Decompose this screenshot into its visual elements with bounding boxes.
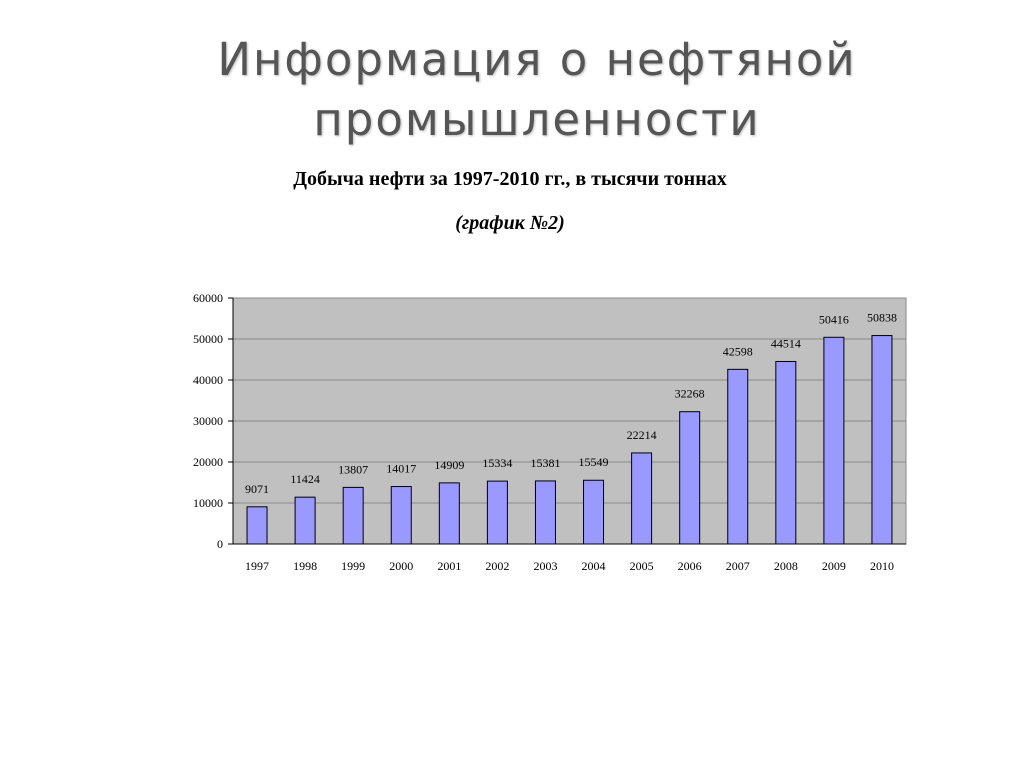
data-label: 14017	[386, 462, 416, 476]
bar	[583, 479, 605, 545]
bar	[679, 411, 701, 545]
slide-title: Информация о нефтяной промышленности	[0, 30, 1024, 150]
x-tick-label: 2010	[870, 559, 894, 573]
y-tick-label: 0	[217, 537, 223, 551]
bar	[823, 336, 845, 545]
x-tick-label: 2004	[582, 559, 606, 573]
y-tick-label: 50000	[193, 332, 223, 346]
data-label: 22214	[627, 428, 657, 442]
data-label: 32268	[675, 387, 705, 401]
bar	[534, 480, 556, 545]
x-tick-label: 1998	[293, 559, 317, 573]
y-tick-label: 10000	[193, 496, 223, 510]
x-tick-label: 1997	[245, 559, 269, 573]
x-tick-label: 2000	[389, 559, 413, 573]
data-label: 44514	[771, 336, 801, 350]
x-tick-label: 2009	[822, 559, 846, 573]
bar	[246, 506, 268, 545]
data-label: 50416	[819, 312, 849, 326]
x-tick-label: 2002	[485, 559, 509, 573]
data-label: 50838	[867, 311, 897, 325]
bar	[390, 486, 412, 545]
y-tick-label: 30000	[193, 414, 223, 428]
y-tick-label: 20000	[193, 455, 223, 469]
x-tick-label: 2005	[630, 559, 654, 573]
bar	[871, 335, 893, 545]
y-tick-label: 40000	[193, 373, 223, 387]
x-tick-label: 2001	[437, 559, 461, 573]
x-tick-label: 2006	[678, 559, 702, 573]
bar	[294, 496, 316, 545]
y-tick-label: 60000	[193, 291, 223, 305]
bar	[438, 482, 460, 545]
data-label: 42598	[723, 344, 753, 358]
slide-title-line-1: Информация о нефтяной	[217, 33, 857, 86]
data-label: 15334	[482, 456, 512, 470]
data-label: 11424	[290, 472, 320, 486]
bar	[486, 480, 508, 545]
data-label: 13807	[338, 462, 368, 476]
bar	[342, 486, 364, 545]
x-tick-label: 1999	[341, 559, 365, 573]
data-label: 14909	[434, 458, 464, 472]
bar	[775, 360, 797, 545]
chart-title: Добыча нефти за 1997-2010 гг., в тысячи …	[293, 168, 727, 190]
bar	[631, 452, 653, 545]
x-tick-label: 2008	[774, 559, 798, 573]
slide-title-line-2: промышленности	[313, 93, 761, 146]
data-label: 15549	[579, 455, 609, 469]
data-label: 15381	[530, 456, 560, 470]
bar	[727, 368, 749, 545]
x-tick-label: 2003	[533, 559, 557, 573]
x-tick-label: 2007	[726, 559, 750, 573]
data-label: 9071	[245, 482, 269, 496]
chart-subtitle: (график №2)	[455, 212, 565, 234]
